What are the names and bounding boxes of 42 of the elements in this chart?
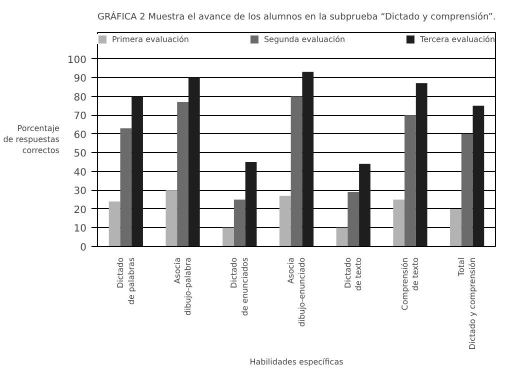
legend-label: Primera evaluación bbox=[112, 34, 189, 44]
bar bbox=[393, 200, 405, 246]
x-tick-label: Dictado de palabras bbox=[116, 257, 136, 305]
bar bbox=[279, 196, 291, 246]
x-axis-title: Habilidades específicas bbox=[250, 358, 344, 367]
legend-label: Tercera evaluación bbox=[420, 34, 496, 44]
bar bbox=[177, 102, 188, 246]
x-tick-label: Dictado de enunciados bbox=[230, 257, 250, 316]
y-tick-label: 50 bbox=[74, 148, 87, 160]
y-tick-label: 60 bbox=[74, 130, 87, 141]
bar bbox=[404, 115, 416, 246]
bar bbox=[348, 192, 360, 246]
y-tick-label: 0 bbox=[80, 242, 87, 254]
bar bbox=[416, 83, 428, 246]
bar bbox=[132, 96, 143, 246]
bar bbox=[245, 162, 257, 246]
y-tick-label: 70 bbox=[74, 111, 87, 122]
y-tick-label: 30 bbox=[74, 186, 87, 198]
y-axis-title: Porcentaje de respuestas correctos bbox=[3, 124, 60, 155]
y-tick-label: 90 bbox=[74, 74, 87, 85]
y-tick-label: 100 bbox=[67, 54, 87, 66]
bar bbox=[450, 208, 462, 246]
bar bbox=[336, 228, 348, 246]
y-tick-label: 40 bbox=[74, 167, 87, 178]
x-tick-label: Dictado de texto bbox=[343, 257, 364, 291]
bar bbox=[234, 200, 246, 246]
chart-title: GRÁFICA 2 Muestra el avance de los alumnos en la subprueba “Dictado y comprensión”. bbox=[98, 10, 496, 22]
bar bbox=[359, 164, 370, 246]
bar bbox=[461, 134, 473, 246]
bar bbox=[222, 228, 234, 246]
bar bbox=[166, 190, 178, 246]
bar bbox=[290, 96, 302, 246]
bar bbox=[120, 128, 132, 246]
bar bbox=[188, 78, 200, 246]
y-tick-label: 20 bbox=[74, 204, 87, 216]
bar bbox=[302, 72, 314, 246]
bar bbox=[472, 106, 484, 246]
legend-label: Segunda evaluación bbox=[264, 34, 346, 44]
y-tick-label: 80 bbox=[74, 92, 87, 104]
x-tick-label: Comprensión de texto bbox=[400, 257, 420, 310]
y-tick-label: 10 bbox=[74, 224, 87, 235]
bar bbox=[108, 201, 120, 246]
